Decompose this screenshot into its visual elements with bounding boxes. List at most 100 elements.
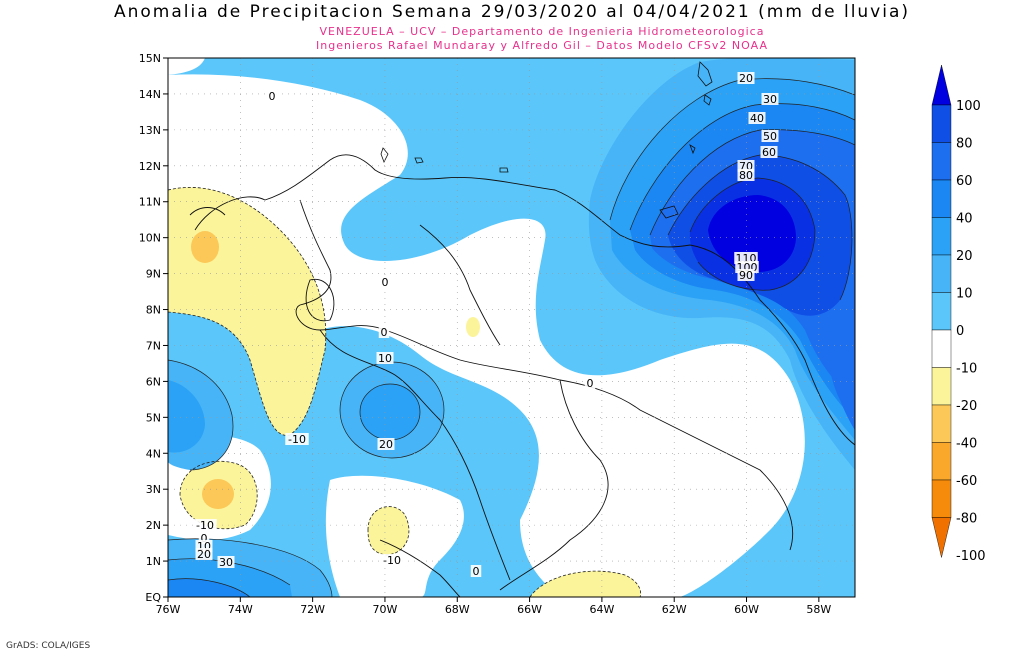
lon-label: 58W <box>806 603 831 616</box>
lat-label: 12N <box>139 160 161 173</box>
contour-label: -10 <box>193 519 217 532</box>
colorbar-swatch <box>931 292 952 331</box>
lon-label: 66W <box>517 603 542 616</box>
lat-label: 10N <box>139 232 161 245</box>
anomaly-field <box>168 58 855 597</box>
lon-label: 60W <box>734 603 759 616</box>
contour-label-text: 10 <box>378 352 392 365</box>
lat-label: 5N <box>146 411 161 424</box>
coastlines-borders <box>189 154 855 597</box>
precipitation-map: 02030405060708011010090001020-100-100102… <box>139 52 986 616</box>
contour-label: 0 <box>266 90 278 103</box>
grid-lines <box>168 58 855 597</box>
lat-label: 14N <box>139 88 161 101</box>
lat-label: 9N <box>146 268 161 281</box>
contour-label-text: -10 <box>383 554 401 567</box>
map-title: Anomalia de Precipitacion Semana 29/03/2… <box>113 2 911 22</box>
colorbar-swatch <box>931 479 952 518</box>
contour-label: 0 <box>470 565 482 578</box>
contour-label: 0 <box>198 532 210 545</box>
lon-label: 76W <box>156 603 181 616</box>
contour-label-text: 0 <box>587 377 594 390</box>
contour-label: 10 <box>376 352 394 365</box>
contour-label: 0 <box>584 377 596 390</box>
colorbar-label: 60 <box>956 174 973 189</box>
contour-label-text: 90 <box>739 269 753 282</box>
lat-label: 15N <box>139 52 161 65</box>
colorbar-swatch <box>931 254 952 293</box>
contour-label: 20 <box>195 548 213 561</box>
lat-label: 1N <box>146 555 161 568</box>
lon-label: 74W <box>228 603 253 616</box>
colorbar-label: -80 <box>956 512 977 527</box>
colorbar-swatch <box>931 404 952 443</box>
contour-label-text: 80 <box>739 169 753 182</box>
islands <box>380 61 713 219</box>
colorbar-swatch <box>931 179 952 218</box>
colorbar-label: -20 <box>956 399 977 414</box>
lat-label: EQ <box>145 591 161 604</box>
colorbar-label: 100 <box>956 99 981 114</box>
colorbar-label: -40 <box>956 437 977 452</box>
colorbar-swatch <box>931 442 952 481</box>
contour-label-text: 20 <box>739 72 753 85</box>
map-subtitle-2: Ingenieros Rafael Mundaray y Alfredo Gil… <box>316 39 768 52</box>
colorbar-label: 40 <box>956 212 973 227</box>
contour-label: -10 <box>380 554 404 567</box>
contour-label-text: 0 <box>381 326 388 339</box>
contour-label-text: 0 <box>382 276 389 289</box>
contour-label-layer: 02030405060708011010090001020-100-100102… <box>193 72 779 578</box>
lat-label: 8N <box>146 304 161 317</box>
lon-label: 64W <box>589 603 614 616</box>
colorbar-label: -60 <box>956 474 977 489</box>
contour-label: 0 <box>379 276 391 289</box>
contour-label-text: 20 <box>379 438 393 451</box>
colorbar-bottom-arrow <box>931 517 952 558</box>
lat-label: 7N <box>146 339 161 352</box>
contour-label: 60 <box>760 146 778 159</box>
colorbar-label: 20 <box>956 249 973 264</box>
contour-label-text: 40 <box>750 112 764 125</box>
contour-label-text: 30 <box>763 93 777 106</box>
lon-label: 72W <box>300 603 325 616</box>
colorbar-swatch <box>931 217 952 256</box>
colorbar-label: -100 <box>956 549 986 564</box>
lat-label: 6N <box>146 375 161 388</box>
contour-label-text: 50 <box>763 130 777 143</box>
contour-label: -10 <box>285 433 309 446</box>
contour-label-text: 30 <box>219 556 233 569</box>
contour-label-text: -10 <box>288 433 306 446</box>
contour-label-text: -10 <box>196 519 214 532</box>
lat-label: 3N <box>146 483 161 496</box>
contour-label: 90 <box>737 269 755 282</box>
colorbar-label: -10 <box>956 362 977 377</box>
contour-label-text: 0 <box>201 532 208 545</box>
contour-label: 40 <box>748 112 766 125</box>
contour-label: 0 <box>378 326 390 339</box>
contour-label: 30 <box>761 93 779 106</box>
contour-label-text: 20 <box>197 548 211 561</box>
contour-label: 20 <box>377 438 395 451</box>
colorbar-swatch <box>931 367 952 406</box>
map-axes: 15N 14N 13N 12N 11N 10N 9N 8N 7N 6N 5N 4N 3N 2N 1N EQ76… <box>139 52 832 616</box>
colorbar-label: 0 <box>956 324 964 339</box>
colorbar-label: 80 <box>956 137 973 152</box>
contour-label-text: 60 <box>762 146 776 159</box>
contour-label-text: 0 <box>473 565 480 578</box>
contour-label: 20 <box>737 72 755 85</box>
contour-label-text: 0 <box>269 90 276 103</box>
lon-label: 70W <box>373 603 398 616</box>
contour-label: 30 <box>217 556 235 569</box>
negative-contours <box>168 187 642 597</box>
lat-label: 11N <box>139 196 161 209</box>
colorbar-swatch <box>931 104 952 143</box>
lat-label: 13N <box>139 124 161 137</box>
map-frame <box>167 57 856 598</box>
colorbar-swatch <box>931 142 952 181</box>
map-subtitle-1: VENEZUELA – UCV – Departamento de Ingeni… <box>319 25 765 38</box>
lat-label: 2N <box>146 519 161 532</box>
colorbar-top-arrow <box>931 64 952 106</box>
lon-label: 62W <box>662 603 687 616</box>
contour-label: 80 <box>737 169 755 182</box>
